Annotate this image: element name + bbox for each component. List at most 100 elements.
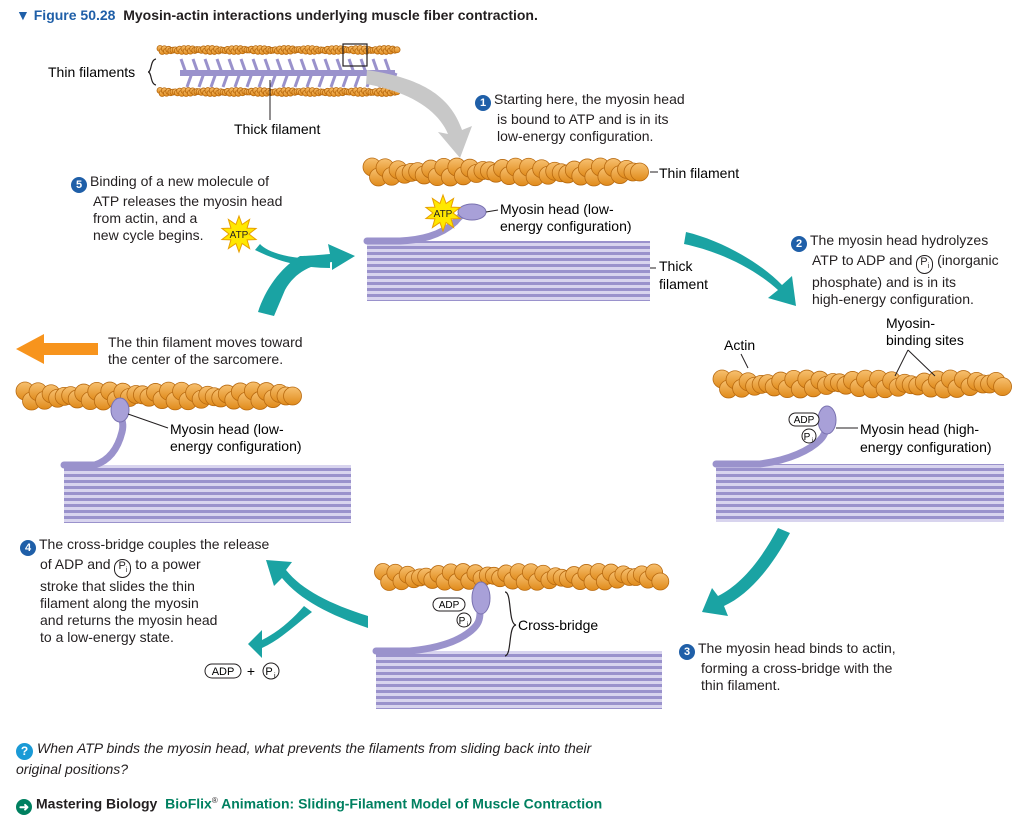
inset-head bbox=[233, 72, 242, 88]
panel4-myosin-label-b: energy configuration) bbox=[170, 438, 302, 454]
panel4-myosin-neck bbox=[60, 412, 127, 469]
inset-head bbox=[179, 58, 188, 74]
thin-filaments-label: Thin filaments bbox=[48, 64, 135, 80]
step-2-line-4: high-energy configuration. bbox=[812, 291, 974, 308]
panel-1 bbox=[362, 157, 658, 301]
step-4-text: 4 The cross-bridge couples the release of… bbox=[20, 536, 290, 646]
step-1-line-2: is bound to ATP and is in its bbox=[497, 111, 669, 127]
inset-head bbox=[239, 58, 248, 74]
panel3-adp-text: ADP bbox=[439, 600, 460, 611]
step-4-line-2b: to a power bbox=[135, 556, 201, 572]
actin-bead bbox=[651, 572, 670, 591]
panel1-thick-label-a: Thick bbox=[659, 258, 693, 274]
binding-site-leader-2 bbox=[907, 349, 936, 377]
thick-filament-label: Thick filament bbox=[234, 121, 320, 137]
inset-head bbox=[263, 58, 272, 74]
actin-bead bbox=[393, 46, 401, 54]
panel2-thick-filament bbox=[716, 464, 1004, 522]
actin-bead bbox=[283, 386, 302, 406]
panel2-pi-text: P bbox=[804, 432, 811, 443]
step-2-line-2b: (inorganic bbox=[937, 252, 999, 268]
inset-head bbox=[281, 72, 290, 88]
panel2-myosin-label-a: Myosin head (high- bbox=[860, 421, 979, 437]
arrow-step1-to-2 bbox=[684, 232, 796, 306]
cross-bridge-brace bbox=[504, 591, 517, 657]
inset-head bbox=[203, 58, 212, 74]
panel3-pi-circle bbox=[456, 612, 472, 628]
binding-sites-label-a: Myosin- bbox=[886, 315, 935, 331]
step-2-line-2a: ATP to ADP and bbox=[812, 252, 913, 268]
arrow-step5-curve bbox=[258, 244, 355, 316]
inset-head bbox=[305, 72, 314, 88]
movement-line-2: the center of the sarcomere. bbox=[108, 351, 284, 367]
panel1-thick-label-b: filament bbox=[659, 276, 708, 292]
inset-head bbox=[185, 72, 194, 88]
panel1-myosin-label-b: energy configuration) bbox=[500, 218, 632, 234]
step-5-line-4: new cycle begins. bbox=[93, 227, 204, 243]
panel2-pi-sub: i bbox=[812, 438, 813, 444]
step-5-text: 5 Binding of a new molecule of ATP releas… bbox=[71, 173, 301, 244]
panel2-adp-pill bbox=[788, 412, 820, 427]
released-adp-pill bbox=[204, 663, 242, 679]
step-1-badge: 1 bbox=[475, 95, 491, 111]
panel1-thick-filament bbox=[367, 241, 650, 301]
inset-head bbox=[257, 72, 266, 88]
step-5-line-3: from actin, and a bbox=[93, 210, 198, 226]
inset-zoom-box bbox=[342, 43, 368, 67]
actin-leader bbox=[740, 353, 749, 369]
inset-head bbox=[323, 58, 332, 74]
step-4-pi-sub: i bbox=[125, 567, 128, 575]
inset-head bbox=[329, 72, 338, 88]
step-1-text: 1 Starting here, the myosin head is bound… bbox=[475, 91, 735, 145]
step-4-line-5: and returns the myosin head bbox=[40, 612, 218, 629]
step-3-line-3: thin filament. bbox=[701, 677, 781, 693]
sarcomere-inset bbox=[147, 43, 472, 158]
inset-head bbox=[251, 58, 260, 74]
binding-site-leader-1 bbox=[894, 349, 909, 377]
atp-star-step5: ATP bbox=[220, 214, 258, 254]
inset-head bbox=[227, 58, 236, 74]
step-2-line-3: phosphate) and is in its bbox=[812, 274, 956, 291]
arrow-step3-from-2 bbox=[702, 528, 790, 616]
panel3-myosin-neck bbox=[372, 608, 484, 655]
panel2-myosin-label-b: energy configuration) bbox=[860, 439, 992, 455]
panel3-thick-filament bbox=[376, 651, 662, 709]
thin-filaments-brace bbox=[147, 58, 157, 86]
step-4-line-6: to a low-energy state. bbox=[40, 629, 174, 646]
panel2-adp-pi: ADP P i bbox=[788, 412, 820, 444]
animation-title: Animation: Sliding-Filament Model of Mus… bbox=[221, 795, 603, 812]
released-pi-sub: i bbox=[274, 673, 276, 680]
figure-caption: Myosin-actin interactions underlying mus… bbox=[123, 7, 538, 23]
actin-bead bbox=[993, 377, 1012, 397]
released-pi-circle bbox=[262, 662, 280, 680]
step-4-pi-badge: Pi bbox=[114, 559, 132, 579]
top-thin-filament-lower bbox=[156, 87, 401, 97]
step-4-line-4: filament along the myosin bbox=[40, 595, 199, 612]
inset-head bbox=[335, 58, 344, 74]
registered-mark: ® bbox=[211, 796, 218, 805]
step-4-line-3: stroke that slides the thin bbox=[40, 578, 195, 595]
inset-head bbox=[245, 72, 254, 88]
panel1-thin-filament-label: Thin filament bbox=[659, 165, 739, 181]
inset-head bbox=[209, 72, 218, 88]
inset-head bbox=[197, 72, 206, 88]
inset-head bbox=[269, 72, 278, 88]
panel4-actin bbox=[15, 381, 302, 411]
panel2-myosin-head bbox=[817, 405, 837, 435]
actin-bead bbox=[630, 162, 649, 182]
panel-2 bbox=[712, 349, 1012, 522]
released-adp-pi: ADP + P i bbox=[204, 662, 280, 680]
figure-title: ▼ Figure 50.28 Myosin-actin interactions… bbox=[16, 7, 538, 23]
step-3-text: 3 The myosin head binds to actin, forming… bbox=[679, 640, 939, 694]
question-text: When ATP binds the myosin head, what pre… bbox=[16, 740, 592, 777]
step-4-badge: 4 bbox=[20, 540, 36, 556]
panel4-head-leader bbox=[127, 413, 169, 429]
step-1-line-3: low-energy configuration. bbox=[497, 128, 654, 144]
inset-head bbox=[311, 58, 320, 74]
step-2-line-1: The myosin head hydrolyzes bbox=[810, 232, 989, 248]
arrow-step5-branch bbox=[255, 244, 330, 268]
mastering-biology-link[interactable]: ➜ Mastering Biology BioFlix® Animation: S… bbox=[16, 792, 616, 815]
movement-arrow bbox=[16, 334, 98, 364]
panel1-myosin-head bbox=[457, 203, 487, 221]
